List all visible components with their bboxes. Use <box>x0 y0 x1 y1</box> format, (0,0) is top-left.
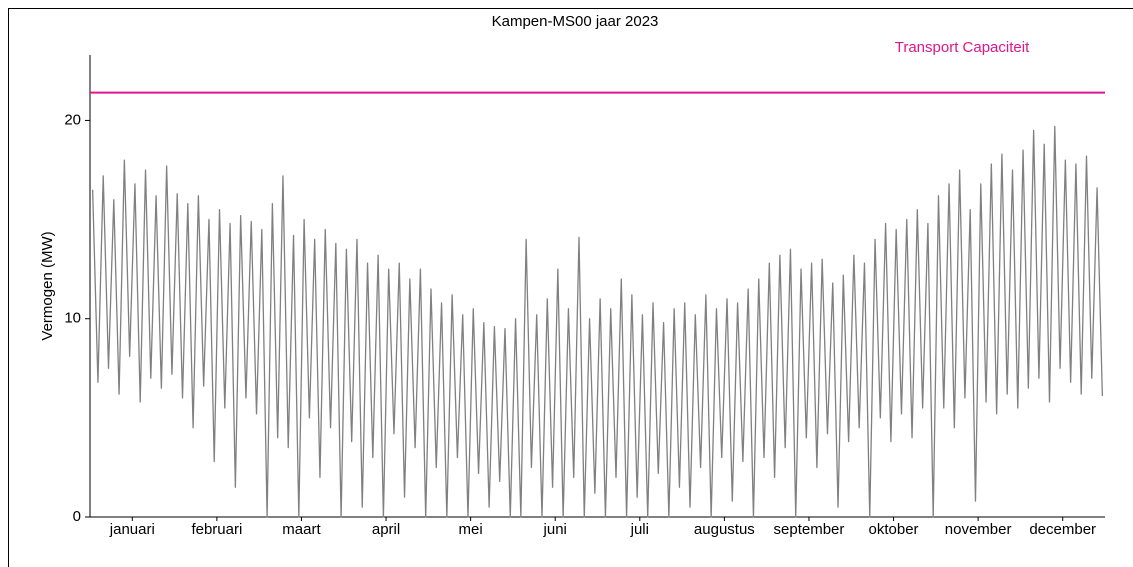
x-tick-label: januari <box>109 521 155 538</box>
y-tick-label: 10 <box>64 310 81 327</box>
y-axis-label: Vermogen (MW) <box>39 231 56 340</box>
x-tick-label: juli <box>630 521 649 538</box>
y-tick-label: 0 <box>73 508 81 525</box>
x-tick-label: april <box>372 521 400 538</box>
power-line <box>91 125 1104 518</box>
x-tick-label: juni <box>543 521 567 538</box>
y-tick-label: 20 <box>64 111 81 128</box>
legend-label: Transport Capaciteit <box>895 39 1030 56</box>
x-tick-label: september <box>774 521 845 538</box>
x-tick-label: december <box>1029 521 1096 538</box>
x-tick-label: mei <box>459 521 483 538</box>
x-tick-label: maart <box>282 521 321 538</box>
x-tick-label: november <box>945 521 1012 538</box>
x-tick-label: augustus <box>694 521 755 538</box>
chart-title: Kampen-MS00 jaar 2023 <box>492 13 659 30</box>
x-tick-label: februari <box>191 521 242 538</box>
x-tick-label: oktober <box>869 521 919 538</box>
